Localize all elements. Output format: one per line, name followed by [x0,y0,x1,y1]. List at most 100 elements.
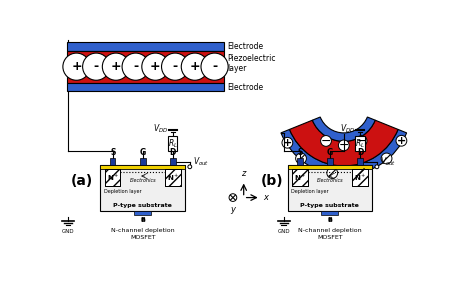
Text: MOSFET: MOSFET [317,234,343,239]
Text: (a): (a) [71,174,93,188]
Bar [66,83,225,91]
Bar [288,165,372,169]
Bar [292,169,308,186]
Bar [352,169,368,186]
Bar [356,136,365,151]
Bar [66,42,225,51]
Bar [105,169,120,186]
Bar [297,158,302,165]
Text: (b): (b) [261,174,283,188]
Text: N$^+$: N$^+$ [107,173,119,183]
Text: GND: GND [277,229,290,234]
Circle shape [381,153,392,164]
Text: MOSFET: MOSFET [130,234,155,239]
Circle shape [396,135,407,146]
Text: Electrode: Electrode [227,83,263,91]
Wedge shape [290,120,398,166]
Bar [66,51,225,83]
Circle shape [320,135,331,146]
Text: Depletion layer: Depletion layer [104,189,142,194]
Bar [170,158,175,165]
Circle shape [229,194,237,202]
Text: Electronics: Electronics [129,178,156,183]
Circle shape [296,153,306,164]
Circle shape [63,53,90,80]
Text: −: − [356,135,367,147]
Text: $V_{out}$: $V_{out}$ [380,156,396,168]
Text: P-type substrate: P-type substrate [301,203,359,208]
Circle shape [82,53,110,80]
Text: N-channel depletion: N-channel depletion [111,228,174,234]
Circle shape [282,137,293,148]
Wedge shape [281,129,407,175]
Bar [134,211,151,214]
Text: B: B [328,218,332,222]
Circle shape [338,140,349,151]
Bar [105,169,120,186]
Bar [100,165,185,211]
Text: Electronics: Electronics [317,178,343,183]
Text: +: + [110,60,121,73]
Circle shape [162,53,189,80]
Circle shape [181,53,209,80]
Text: +: + [150,60,161,73]
Bar [292,169,308,186]
Circle shape [375,165,379,169]
Bar [100,165,185,169]
Text: P-type substrate: P-type substrate [113,203,172,208]
Bar [165,169,181,186]
Bar [352,169,368,186]
Text: -: - [94,60,99,73]
Text: G: G [140,148,146,157]
Circle shape [356,166,366,177]
Text: D: D [357,148,363,157]
Text: -: - [212,60,217,73]
Text: −: − [321,135,331,147]
Circle shape [327,168,337,179]
Text: $R_L$: $R_L$ [355,138,365,150]
Bar [321,211,338,214]
Bar [357,158,363,165]
Text: S: S [110,148,116,157]
Bar [140,158,146,165]
Text: +: + [397,136,406,146]
Text: +: + [283,138,292,148]
Text: B: B [140,217,145,222]
Text: $V_{out}$: $V_{out}$ [193,156,209,168]
Text: $V_{DD}$: $V_{DD}$ [340,122,356,135]
Text: B: B [328,217,332,222]
Text: y: y [230,205,236,213]
Bar [168,136,177,151]
Text: D: D [170,148,176,157]
Wedge shape [312,117,375,141]
Text: Depletion layer: Depletion layer [292,189,329,194]
Text: z: z [242,169,246,178]
Text: N$^+$: N$^+$ [293,173,306,183]
Text: S: S [297,148,302,157]
Text: N$^+$: N$^+$ [166,173,179,183]
Text: $R_L$: $R_L$ [168,138,178,150]
Text: Piezoelectric
layer: Piezoelectric layer [227,54,275,73]
Circle shape [122,53,149,80]
Bar [110,158,116,165]
Circle shape [201,53,228,80]
Bar [165,169,181,186]
Bar [288,165,372,211]
Text: Electrode: Electrode [227,42,263,51]
Text: +: + [71,60,82,73]
Bar [327,158,333,165]
Text: GND: GND [62,229,74,234]
Text: -: - [133,60,138,73]
Text: G: G [327,148,333,157]
Text: N$^+$: N$^+$ [354,173,366,183]
Circle shape [102,53,129,80]
Text: N-channel depletion: N-channel depletion [298,228,362,234]
Text: -: - [173,60,178,73]
Text: x: x [263,193,268,202]
Circle shape [356,135,367,146]
Circle shape [142,53,169,80]
Text: +: + [190,60,200,73]
Text: B: B [140,218,145,222]
Text: $V_{DD}$: $V_{DD}$ [153,122,168,135]
Text: −: − [338,139,349,152]
